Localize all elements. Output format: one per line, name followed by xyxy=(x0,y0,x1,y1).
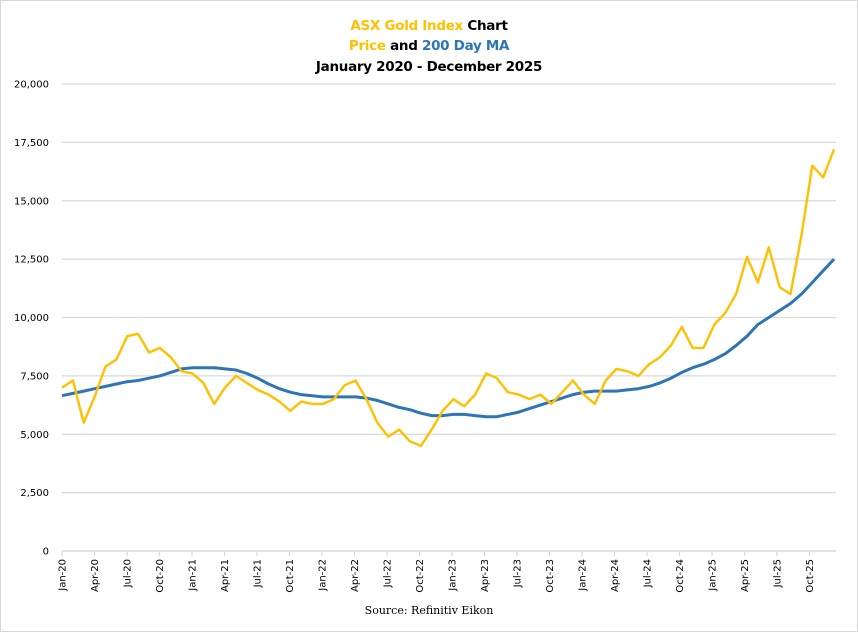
x-tick-label: Jan-20 xyxy=(58,559,69,592)
x-tick-label: Apr-23 xyxy=(480,559,491,592)
y-tick-label: 17,500 xyxy=(14,138,49,149)
x-tick-label: Oct-24 xyxy=(675,559,686,593)
series-line-price xyxy=(61,148,836,448)
y-axis-ticks: 0 2,500 5,000 7,500 10,000 12,500 15,000 17,500… xyxy=(14,80,49,558)
x-tick-label: Jul-21 xyxy=(253,559,264,588)
x-tick-label: Jan-24 xyxy=(578,559,589,592)
x-tick-label: Jul-23 xyxy=(513,559,524,588)
x-tick-label: Jan-23 xyxy=(448,559,459,592)
gridlines xyxy=(62,83,836,552)
x-tick-label: Apr-21 xyxy=(220,559,231,592)
x-tick-label: Oct-25 xyxy=(805,559,816,593)
y-tick-label: 20,000 xyxy=(14,80,49,91)
x-tick-label: Jan-21 xyxy=(188,559,199,592)
x-axis: Jan-20 Apr-20 Jul-20 Oct-20 Jan-21 Apr-21 Jul-… xyxy=(58,551,816,593)
title-ma: 200 Day MA xyxy=(421,38,510,54)
x-tick-label: Apr-24 xyxy=(610,559,621,592)
series-lines xyxy=(61,148,836,448)
y-tick-label: 12,500 xyxy=(14,255,49,266)
y-tick-label: 0 xyxy=(43,547,49,558)
x-tick-label: Jul-25 xyxy=(773,559,784,588)
x-tick-label: Jul-24 xyxy=(643,559,654,588)
y-tick-label: 7,500 xyxy=(20,371,49,382)
x-tick-label: Jan-22 xyxy=(318,559,329,592)
chart-title-line-2: Price and 200 Day MA xyxy=(0,38,858,54)
x-tick-label: Apr-22 xyxy=(350,559,361,592)
x-tick-label: Jan-25 xyxy=(708,559,719,592)
title-chart: Chart xyxy=(462,18,508,34)
y-tick-label: 2,500 xyxy=(20,488,49,499)
x-tick-label: Oct-23 xyxy=(545,559,556,593)
source-annotation: Source: Refinitiv Eikon xyxy=(364,604,494,617)
y-tick-label: 15,000 xyxy=(14,196,49,207)
title-date-range: January 2020 - December 2025 xyxy=(315,59,543,75)
chart-title-line-3: January 2020 - December 2025 xyxy=(0,59,858,75)
series-line-200-day-ma xyxy=(61,258,836,419)
y-tick-label: 10,000 xyxy=(14,313,49,324)
title-price: Price xyxy=(348,38,386,54)
y-tick-label: 5,000 xyxy=(20,430,49,441)
x-tick-label: Apr-20 xyxy=(90,559,101,592)
x-tick-label: Oct-22 xyxy=(415,559,426,593)
title-and: and xyxy=(385,38,422,54)
chart-title-line-1: ASX Gold Index Chart xyxy=(0,18,858,34)
x-tick-label: Apr-25 xyxy=(740,559,751,592)
x-tick-label: Jul-22 xyxy=(383,559,394,588)
title-gold-index: ASX Gold Index xyxy=(350,18,463,34)
x-tick-label: Oct-20 xyxy=(155,559,166,593)
x-tick-label: Oct-21 xyxy=(285,559,296,593)
x-tick-label: Jul-20 xyxy=(123,559,134,588)
